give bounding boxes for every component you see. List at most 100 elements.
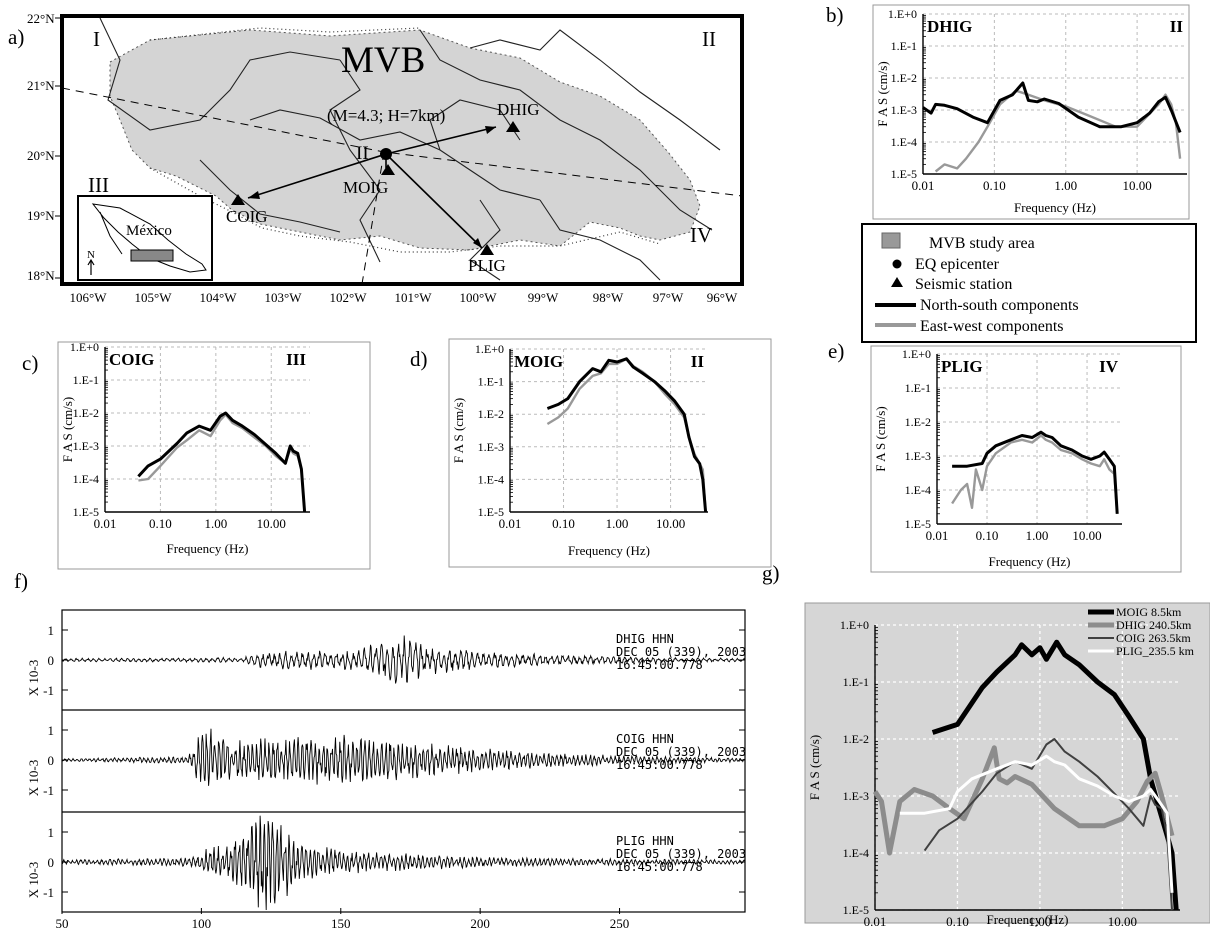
- lat-label: 22°N: [27, 11, 55, 26]
- lon-label: 103°W: [265, 290, 303, 305]
- series-line-north-south: [922, 81, 1182, 133]
- legend-label: MVB study area: [929, 235, 1035, 252]
- fas-chart-DHIG: 1.E-5 1.E-4 1.E-3 1.E-2 1.E-1 1.E+0 0.01 0.10 1.…: [872, 4, 1190, 220]
- y-tick-label: 1.E+0: [70, 340, 99, 354]
- series-line-east-west: [951, 434, 1119, 514]
- y-tick-label: 1.E-5: [843, 903, 869, 917]
- legend-circle-swatch: [892, 259, 902, 269]
- x-tick-label: 10.00: [1122, 178, 1151, 193]
- x-tick-label: 0.10: [946, 914, 969, 928]
- station-title: PLIG: [941, 357, 983, 376]
- legend-label: North-south components: [920, 297, 1079, 314]
- x-tick-label: 10.00: [1108, 914, 1137, 928]
- station-title: MOIG: [514, 352, 563, 371]
- mexico-inset: México N: [77, 195, 213, 281]
- legend-square-swatch: [881, 232, 901, 249]
- station-title: COIG: [109, 350, 154, 369]
- lat-labels: 22°N 21°N 20°N 19°N 18°N: [27, 11, 55, 283]
- x-tick-label: 0.10: [976, 528, 999, 543]
- x-tick-label: 0.01: [912, 178, 935, 193]
- x-tick-label: 0.10: [552, 516, 575, 531]
- y-axis-label: F A S (cm/s): [807, 735, 822, 800]
- y-tick-label: 1.E-5: [891, 167, 917, 181]
- series-line-north-south: [546, 357, 708, 513]
- x-tick-label: 1.00: [1029, 914, 1052, 928]
- y-tick-label: 1.E-2: [905, 415, 931, 429]
- inset-frame: [77, 195, 213, 281]
- y-tick-label: 1.E-4: [73, 472, 99, 486]
- lat-label: 21°N: [27, 78, 55, 93]
- x-tick-label: 100: [192, 916, 212, 928]
- trace-ylabel: X 10-3: [26, 862, 41, 898]
- fas-comparison-chart: 1.E-5 1.E-4 1.E-3 1.E-2 1.E-1 1.E+0 0.01 0.10 1.…: [804, 602, 1210, 929]
- station-PLIG-marker: [480, 244, 494, 255]
- station-PLIG: PLIG: [468, 244, 506, 275]
- y-tick-label: 1.E-1: [891, 39, 917, 53]
- series-line-north-south: [952, 430, 1119, 514]
- trace-header: 16:45:00.778: [616, 860, 703, 874]
- x-tick-label: 250: [610, 916, 630, 928]
- x-tick-label: 0.01: [94, 516, 117, 531]
- map-state-borders: [99, 17, 721, 281]
- y-tick-label: 1.E-3: [891, 103, 917, 117]
- inset-study-box: [130, 249, 174, 262]
- x-tick-label: 0.01: [864, 914, 887, 928]
- lon-label: 97°W: [653, 290, 684, 305]
- y-tick-label: 1.E-1: [905, 381, 931, 395]
- series-line-PLIG-235-5-km: [899, 754, 1174, 893]
- y-tick-label: 1.E-1: [478, 375, 504, 389]
- x-axis-label: Frequency (Hz): [987, 912, 1069, 927]
- legend-label: East-west components: [920, 318, 1064, 335]
- lon-label: 101°W: [395, 290, 433, 305]
- x-tick-label: 0.01: [926, 528, 949, 543]
- x-tick-label: 0.01: [499, 516, 522, 531]
- legend-label: EQ epicenter: [915, 256, 1000, 273]
- y-axis-label: F A S (cm/s): [451, 398, 466, 463]
- y-tick-label: 1.E-5: [905, 517, 931, 531]
- plot-area: [937, 354, 1122, 524]
- legend-entry: DHIG 240.5km: [1116, 618, 1192, 632]
- lon-label: 100°W: [460, 290, 498, 305]
- legend-entry: COIG 263.5km: [1116, 631, 1191, 645]
- trace-header: PLIG HHN: [616, 834, 674, 848]
- y-tick-label: 1: [48, 623, 55, 638]
- y-tick-label: 1.E+0: [888, 7, 917, 21]
- panel-letter-e: e): [828, 339, 844, 363]
- lon-label: 102°W: [330, 290, 368, 305]
- series-line-east-west: [138, 413, 306, 513]
- trace-ylabel: X 10-3: [26, 760, 41, 796]
- lon-label: 96°W: [707, 290, 738, 305]
- lon-label: 106°W: [70, 290, 108, 305]
- legend-triangle-swatch: [891, 277, 903, 287]
- panel-letter-a: a): [8, 25, 24, 49]
- y-tick-label: 1.E-1: [843, 675, 869, 689]
- station-PLIG-label: PLIG: [468, 256, 506, 275]
- x-tick-label: 10.00: [1072, 528, 1101, 543]
- x-axis-label: Frequency (Hz): [1014, 200, 1096, 215]
- y-tick-label: 1.E-1: [73, 373, 99, 387]
- region-label-II: II: [702, 27, 716, 51]
- x-tick-label: 10.00: [656, 516, 685, 531]
- legend-entry: PLIG_235.5 km: [1116, 644, 1195, 658]
- y-tick-label: 1.E-3: [905, 449, 931, 463]
- panel-letter-b: b): [826, 3, 844, 27]
- trace-header: COIG HHN: [616, 732, 674, 746]
- y-axis-label: F A S (cm/s): [875, 61, 890, 126]
- y-tick-label: 0: [48, 653, 55, 668]
- map-panel: MVB I II III IV (M=4.3; H=7km) II DHIG: [27, 11, 744, 305]
- station-MOIG: MOIG: [343, 164, 395, 197]
- trace-header: 16:45:00.778: [616, 758, 703, 772]
- x-axis-label: Frequency (Hz): [989, 554, 1071, 569]
- legend-entry: MOIG 8.5km: [1116, 605, 1182, 619]
- y-tick-label: 1.E-3: [478, 440, 504, 454]
- lon-label: 104°W: [200, 290, 238, 305]
- y-tick-label: 1.E+0: [475, 342, 504, 356]
- y-axis-label: F A S (cm/s): [60, 397, 75, 462]
- x-axis-label: Frequency (Hz): [167, 541, 249, 556]
- y-tick-label: 1.E-2: [73, 406, 99, 420]
- region-label-III: III: [88, 173, 109, 197]
- region-label-IV: IV: [690, 223, 712, 247]
- station-title: DHIG: [927, 17, 972, 36]
- trace-header: DEC 05 (339), 2003: [616, 745, 746, 759]
